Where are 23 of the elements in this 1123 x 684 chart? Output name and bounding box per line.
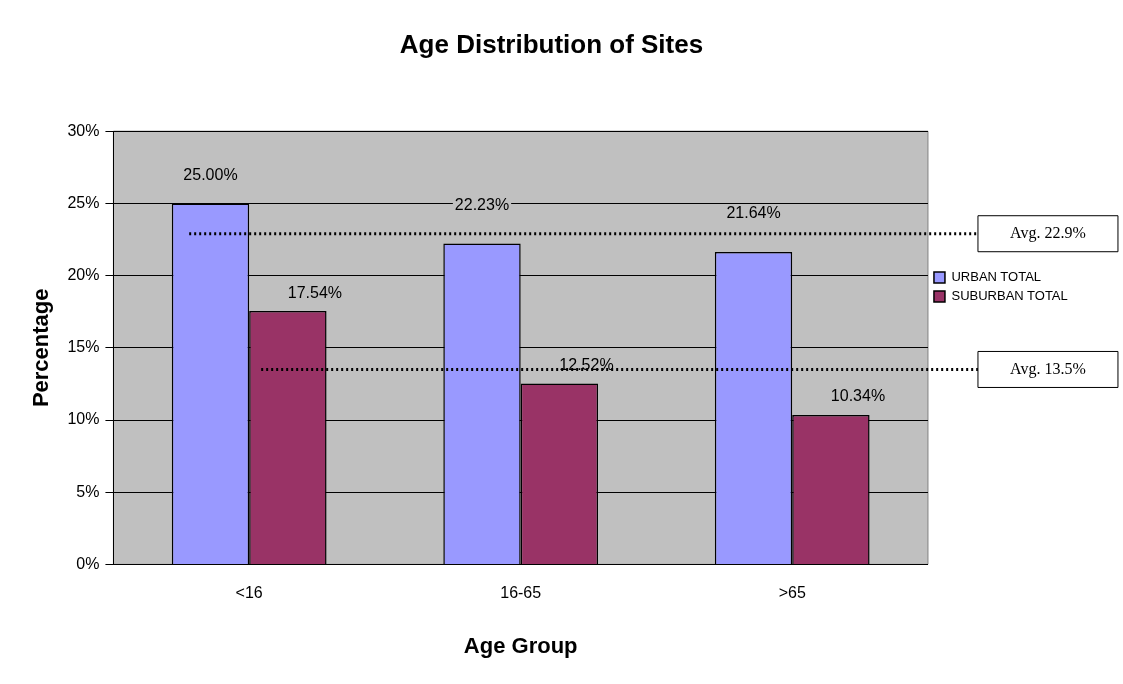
data-label: 21.64%: [726, 204, 781, 222]
data-label: 12.52%: [559, 356, 614, 374]
y-tick-label: 5%: [76, 482, 100, 500]
y-tick-label: 30%: [67, 121, 100, 139]
data-label: 10.34%: [830, 387, 886, 405]
y-tick-label: 25%: [67, 193, 100, 211]
data-label: 17.54%: [287, 283, 343, 301]
x-axis-title: Age Group: [463, 632, 578, 658]
y-tick-label: 20%: [67, 266, 100, 284]
legend-label: SUBURBAN TOTAL: [951, 288, 1068, 304]
y-tick-label: 10%: [67, 410, 100, 428]
ref-line-label: Avg. 22.9%: [1010, 223, 1086, 242]
data-label: 25.00%: [183, 165, 238, 183]
chart-title: Age Distribution of Sites: [399, 28, 704, 59]
x-tick-label: <16: [235, 584, 263, 602]
x-tick-label: 16-65: [500, 584, 542, 602]
x-tick-label: >65: [778, 584, 806, 602]
data-label: 22.23%: [454, 195, 510, 213]
y-axis-title: Percentage: [28, 288, 54, 408]
ref-line-label: Avg. 13.5%: [1010, 359, 1086, 378]
y-tick-label: 0%: [76, 554, 100, 572]
legend-label: URBAN TOTAL: [951, 269, 1042, 285]
y-tick-label: 15%: [67, 338, 100, 356]
